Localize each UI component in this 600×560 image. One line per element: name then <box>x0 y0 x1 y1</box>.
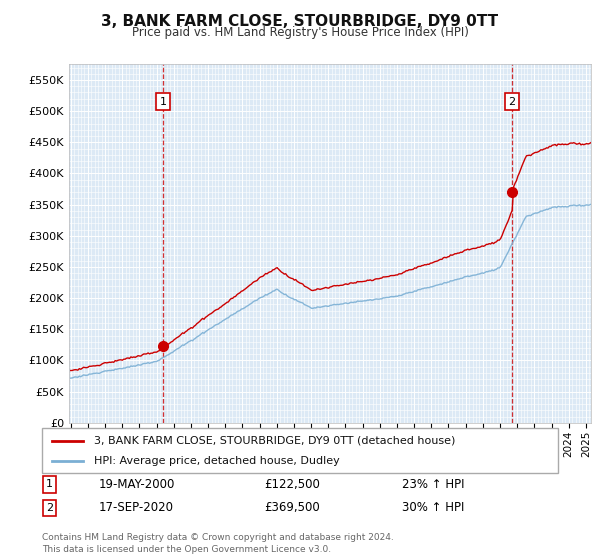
Text: £369,500: £369,500 <box>264 501 320 515</box>
Text: 3, BANK FARM CLOSE, STOURBRIDGE, DY9 0TT (detached house): 3, BANK FARM CLOSE, STOURBRIDGE, DY9 0TT… <box>94 436 455 446</box>
Text: 30% ↑ HPI: 30% ↑ HPI <box>402 501 464 515</box>
Text: 1: 1 <box>160 97 167 107</box>
Text: 3, BANK FARM CLOSE, STOURBRIDGE, DY9 0TT: 3, BANK FARM CLOSE, STOURBRIDGE, DY9 0TT <box>101 14 499 29</box>
Text: 2: 2 <box>46 503 53 513</box>
Text: 23% ↑ HPI: 23% ↑ HPI <box>402 478 464 491</box>
Text: Price paid vs. HM Land Registry's House Price Index (HPI): Price paid vs. HM Land Registry's House … <box>131 26 469 39</box>
Text: 2: 2 <box>509 97 516 107</box>
Text: £122,500: £122,500 <box>264 478 320 491</box>
Text: Contains HM Land Registry data © Crown copyright and database right 2024.
This d: Contains HM Land Registry data © Crown c… <box>42 533 394 554</box>
FancyBboxPatch shape <box>42 428 558 473</box>
Text: 19-MAY-2000: 19-MAY-2000 <box>99 478 175 491</box>
Text: 17-SEP-2020: 17-SEP-2020 <box>99 501 174 515</box>
Text: HPI: Average price, detached house, Dudley: HPI: Average price, detached house, Dudl… <box>94 456 340 466</box>
Text: 1: 1 <box>46 479 53 489</box>
